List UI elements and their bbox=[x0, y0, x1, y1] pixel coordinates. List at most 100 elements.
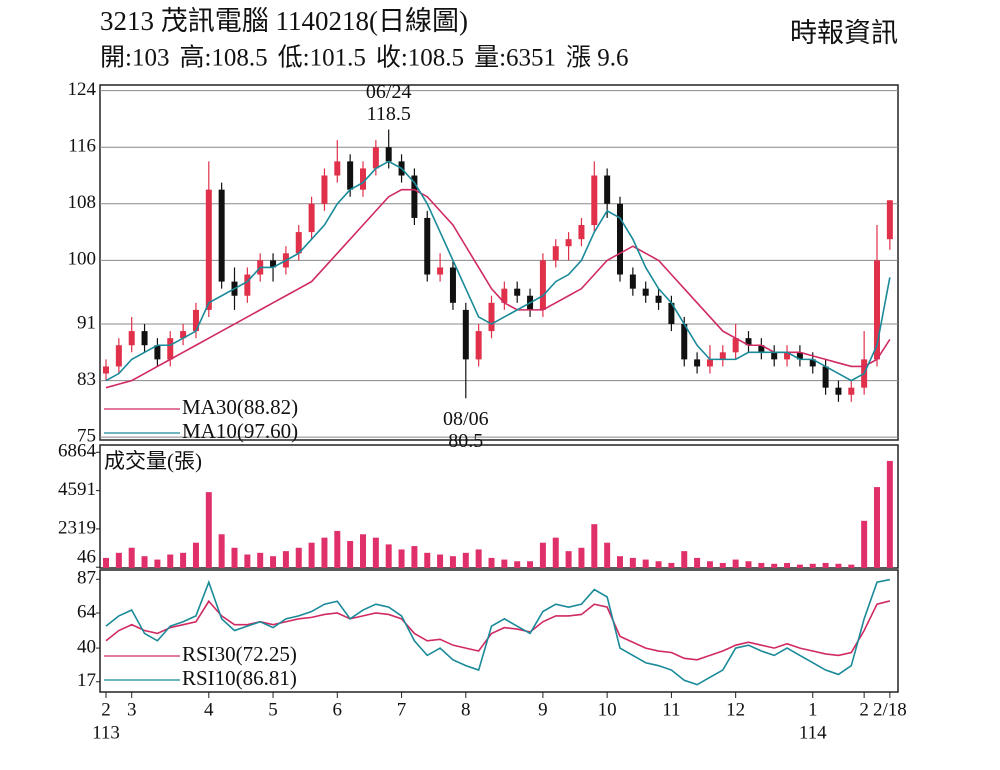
volume-bar bbox=[874, 487, 880, 568]
y-tick-label: 116 bbox=[68, 136, 96, 157]
candle-body bbox=[475, 331, 482, 360]
volume-bar bbox=[270, 556, 277, 568]
year-label: 114 bbox=[799, 722, 827, 743]
volume-bar bbox=[180, 552, 187, 568]
candle-body bbox=[488, 302, 495, 332]
volume-bar bbox=[552, 537, 559, 568]
volume-bar bbox=[861, 520, 868, 568]
y-tick-label: 108 bbox=[68, 192, 97, 213]
y-tick-label: 75 bbox=[77, 426, 96, 447]
volume-bar bbox=[295, 547, 302, 568]
volume-bar bbox=[475, 549, 482, 568]
volume-bar bbox=[449, 556, 456, 568]
ma-series-line bbox=[105, 160, 891, 382]
volume-bar bbox=[308, 542, 315, 568]
volume-bar bbox=[411, 546, 418, 568]
volume-bar bbox=[642, 559, 649, 568]
candle-body bbox=[321, 175, 328, 204]
candle-body bbox=[796, 352, 803, 360]
volume-bar bbox=[398, 549, 405, 568]
volume-bar bbox=[141, 556, 148, 568]
volume-bar bbox=[629, 557, 636, 568]
volume-title: 成交量(張) bbox=[104, 449, 202, 473]
rsi-tick-label: 40 bbox=[77, 636, 96, 657]
volume-bar bbox=[604, 542, 611, 568]
volume-bar bbox=[886, 460, 893, 568]
candle-body bbox=[694, 359, 701, 367]
volume-bar bbox=[488, 557, 495, 568]
x-tick-label: 12 bbox=[726, 699, 745, 720]
x-tick-label: 10 bbox=[598, 699, 617, 720]
volume-bar bbox=[539, 542, 546, 568]
volume-bar bbox=[154, 559, 161, 568]
candle-body bbox=[771, 352, 778, 360]
candle-body bbox=[617, 203, 623, 275]
info-item: 收:108.5 bbox=[376, 44, 464, 72]
y-tick-label: 83 bbox=[77, 369, 96, 390]
volume-bar bbox=[822, 562, 829, 568]
candle-body bbox=[167, 338, 174, 360]
volume-bar bbox=[771, 563, 778, 568]
candle-body bbox=[501, 288, 508, 303]
x-tick-label: 2 bbox=[101, 699, 111, 720]
volume-bar bbox=[848, 564, 855, 568]
candle-body bbox=[552, 246, 559, 261]
candle-body bbox=[706, 359, 713, 367]
volume-bar bbox=[167, 554, 174, 568]
info-item: 高:108.5 bbox=[179, 44, 267, 72]
volume-bar bbox=[372, 537, 379, 568]
candle-body bbox=[809, 359, 816, 367]
candle-body bbox=[347, 161, 354, 190]
y-tick-label: 91 bbox=[77, 312, 96, 333]
candle-body bbox=[372, 147, 379, 169]
rsi-tick-label: 64 bbox=[77, 601, 97, 622]
rsi-tick-label: 87 bbox=[77, 568, 96, 589]
volume-bar bbox=[321, 537, 328, 568]
volume-bar bbox=[205, 492, 212, 568]
volume-bar bbox=[745, 561, 752, 568]
volume-bar bbox=[103, 557, 109, 568]
candle-body bbox=[886, 200, 893, 240]
candle-body bbox=[681, 324, 688, 360]
legend-label: MA30(88.82) bbox=[182, 395, 298, 419]
candle-body bbox=[334, 161, 341, 176]
candle-body bbox=[308, 203, 315, 233]
volume-bar bbox=[360, 534, 366, 568]
v-tick-label: 46 bbox=[77, 546, 96, 567]
x-tick-label: 4 bbox=[204, 699, 214, 720]
x-tick-label: 2 bbox=[859, 699, 869, 720]
volume-bar bbox=[565, 551, 572, 568]
candle-body bbox=[437, 267, 444, 275]
volume-bar bbox=[796, 564, 803, 568]
candle-body bbox=[103, 366, 109, 374]
candle-body bbox=[848, 387, 855, 395]
candle-body bbox=[732, 338, 739, 353]
annotation-date: 08/06 bbox=[443, 408, 489, 430]
rsi-series-line bbox=[105, 599, 891, 661]
volume-bar bbox=[347, 541, 354, 568]
candle-body bbox=[745, 338, 752, 346]
y-tick-label: 100 bbox=[68, 249, 97, 270]
volume-bar bbox=[809, 563, 816, 568]
volume-bar bbox=[668, 562, 675, 568]
candle-body bbox=[668, 302, 675, 325]
candle-body bbox=[449, 267, 456, 303]
info-item: 漲 9.6 bbox=[566, 44, 629, 72]
volume-bar bbox=[218, 534, 225, 568]
candle-body bbox=[128, 331, 135, 346]
info-item: 低:101.5 bbox=[278, 44, 366, 72]
volume-bar bbox=[192, 542, 199, 568]
candle-body bbox=[244, 274, 251, 296]
candle-body bbox=[655, 295, 662, 303]
volume-bar bbox=[835, 563, 842, 568]
candle-body bbox=[385, 147, 392, 162]
candle-body bbox=[424, 217, 431, 275]
candle-body bbox=[180, 331, 187, 339]
candle-body bbox=[205, 189, 212, 310]
x-tick-label: 1 bbox=[808, 699, 818, 720]
x-tick-label: 6 bbox=[333, 699, 343, 720]
candle-body bbox=[591, 175, 598, 226]
candle-body bbox=[514, 288, 521, 296]
x-tick-label: 8 bbox=[461, 699, 471, 720]
candle-body bbox=[822, 366, 829, 388]
